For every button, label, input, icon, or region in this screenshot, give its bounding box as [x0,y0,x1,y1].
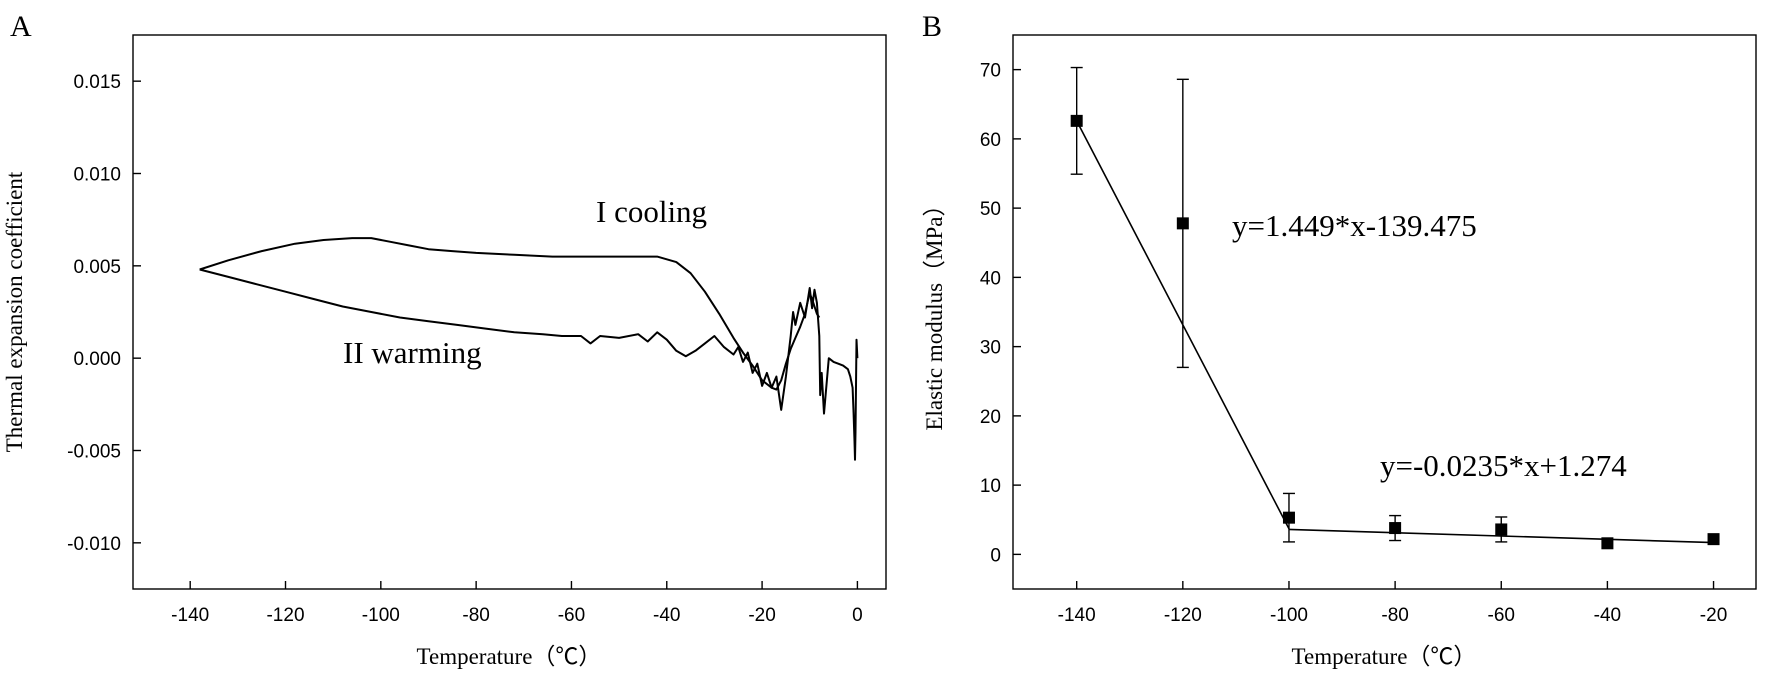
panel-b-x-axis-label: Temperature（℃） [1292,644,1477,669]
y-tick-label: 20 [980,407,1001,428]
y-tick-label: 10 [980,476,1001,497]
y-tick-label: 0 [990,545,1001,566]
fit-equation-1: y=1.449*x-139.475 [1232,208,1477,243]
x-tick-label: -140 [171,605,209,626]
y-tick-label: 60 [980,130,1001,151]
data-point [1070,114,1083,127]
y-tick-label: 30 [980,338,1001,359]
y-tick-label: 0.010 [73,165,121,186]
data-point [1707,533,1720,546]
x-tick-label: -100 [1270,605,1308,626]
data-point [1389,522,1402,535]
cooling-annotation: I cooling [596,194,707,229]
cooling-curve [199,237,821,391]
panel-b-y-axis-label: Elastic modulus（MPa） [922,193,947,430]
y-tick-label: -0.005 [67,442,121,463]
data-point [1601,537,1614,550]
fit-equation-2: y=-0.0235*x+1.274 [1380,448,1627,483]
x-tick-label: -120 [266,605,304,626]
panel-a-x-axis-label: Temperature（℃） [417,644,602,669]
y-tick-label: -0.010 [67,534,121,555]
panel-a-y-ticks: -0.010 -0.005 0.000 0.005 0.010 0.015 [67,72,141,555]
warming-curve [199,268,859,461]
x-tick-label: -40 [1594,605,1621,626]
x-tick-label: -120 [1164,605,1202,626]
panel-b-data-points [1070,66,1720,550]
x-tick-label: -20 [748,605,775,626]
warming-annotation: II warming [343,335,482,370]
panel-a-plot-frame [132,34,887,590]
panel-b-y-ticks: 0 10 20 30 40 50 60 70 [980,61,1021,566]
y-tick-label: 0.000 [73,349,121,370]
x-tick-label: -40 [653,605,680,626]
panel-a-label: A [10,10,32,43]
x-tick-label: 0 [852,605,863,626]
panel-b-label: B [922,10,942,43]
data-point [1176,217,1189,230]
panel-a-x-ticks: -140 -120 -100 -80 -60 -40 -20 0 [171,581,863,626]
panel-a-y-axis-label: Thermal expansion coefficient [2,171,27,452]
y-tick-label: 70 [980,61,1001,82]
x-tick-label: -80 [462,605,489,626]
x-tick-label: -60 [1488,605,1515,626]
data-point [1282,511,1295,524]
panel-b-plot-frame [1012,34,1757,590]
panel-b-x-ticks: -140 -120 -100 -80 -60 -40 -20 [1058,581,1727,626]
y-tick-label: 0.015 [73,72,121,93]
x-tick-label: -100 [362,605,400,626]
y-tick-label: 50 [980,199,1001,220]
y-tick-label: 0.005 [73,257,121,278]
panel-a-series [199,237,859,461]
x-tick-label: -80 [1381,605,1408,626]
x-tick-label: -20 [1700,605,1727,626]
y-tick-label: 40 [980,268,1001,289]
data-point [1495,523,1508,536]
x-tick-label: -60 [558,605,585,626]
x-tick-label: -140 [1058,605,1096,626]
